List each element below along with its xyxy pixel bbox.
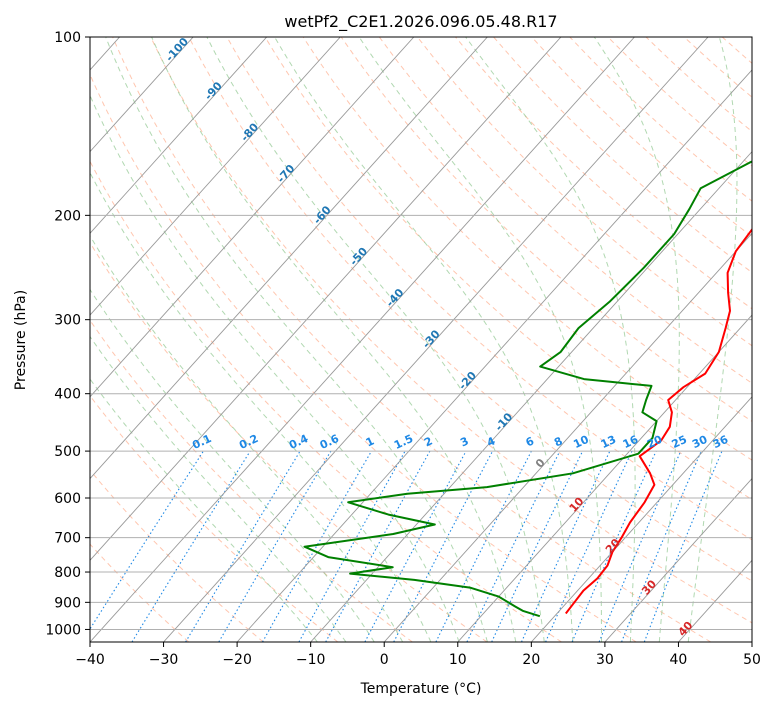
x-axis-label: Temperature (°C): [360, 681, 482, 697]
x-tick-label: −30: [149, 652, 179, 668]
isotherm-line: [530, 396, 752, 642]
dry-adiabat: [340, 37, 752, 422]
mixing-ratio-label: 36: [711, 433, 731, 451]
y-tick-label: 1000: [45, 622, 81, 638]
dry-adiabat: [226, 37, 752, 541]
isotherm-line: [163, 37, 709, 642]
x-tick-label: 0: [380, 652, 389, 668]
mixing-ratio-line: [545, 450, 633, 642]
dewpoint-profile: [303, 160, 752, 618]
x-tick-label: −20: [222, 652, 252, 668]
isotherm-line: [90, 37, 488, 480]
isotherm-line: [90, 37, 268, 235]
y-tick-label: 800: [54, 565, 81, 581]
mixing-ratio-label: 30: [690, 433, 710, 451]
y-tick-label: 200: [54, 208, 81, 224]
mixing-ratio-line: [643, 450, 723, 642]
isotherm-line: [90, 37, 635, 642]
mixing-ratio-label: 20: [645, 433, 665, 451]
mixing-ratio-line: [598, 450, 682, 642]
isotherm-line: [310, 150, 752, 642]
y-axis-ticks: 100 200 300 400 500 600 700 800 900 1000: [45, 30, 90, 638]
dry-adiabat: [90, 241, 488, 642]
moist-adiabat: [90, 288, 375, 642]
isotherm-line: [457, 314, 752, 642]
mixing-ratio-line: [90, 450, 204, 630]
x-axis-ticks: −40 −30 −20 −10 0 10 20 30 40 50: [75, 642, 761, 668]
moist-adiabat: [274, 37, 574, 642]
mixing-ratio-label: 10: [571, 433, 591, 451]
isotherm-line: [90, 37, 415, 398]
mixing-ratio-line: [571, 450, 657, 642]
y-tick-label: 700: [54, 531, 81, 547]
mixing-ratio-label: 25: [670, 433, 689, 451]
moist-adiabat: [90, 94, 460, 642]
isotherm-line: [90, 37, 341, 316]
grid-lines: [90, 37, 752, 642]
dry-adiabat: [264, 37, 752, 501]
y-tick-label: 300: [54, 313, 81, 329]
plot-frame: [89, 36, 753, 643]
y-tick-label: 400: [54, 387, 81, 403]
y-tick-label: 100: [54, 30, 81, 46]
moist-adiabat: [687, 37, 738, 642]
dry-adiabat: [112, 37, 712, 642]
dry-adiabat: [417, 37, 752, 347]
isotherm-line: [236, 69, 752, 642]
dry-adiabat: [302, 37, 752, 461]
x-tick-label: −10: [296, 652, 326, 668]
mixing-ratio-label: 13: [599, 433, 618, 451]
x-tick-label: 30: [596, 652, 614, 668]
y-tick-label: 900: [54, 595, 81, 611]
moist-adiabat: [90, 378, 318, 642]
x-tick-label: 40: [670, 652, 688, 668]
isotherm-line: [90, 37, 194, 153]
y-axis-label: Pressure (hPa): [13, 290, 29, 390]
moist-adiabat: [358, 37, 602, 642]
moist-adiabat: [90, 171, 432, 642]
x-tick-label: −40: [75, 652, 105, 668]
mixing-ratio-line: [435, 450, 532, 642]
mixing-ratio-line: [298, 450, 406, 642]
moist-adiabat: [593, 37, 680, 642]
temperature-profile: [565, 227, 752, 615]
x-tick-label: 50: [743, 652, 761, 668]
isotherm-line: [383, 232, 752, 642]
mixing-ratio-label: 16: [621, 433, 641, 451]
moist-adiabat: [105, 37, 488, 642]
dry-adiabat: [188, 37, 752, 582]
y-tick-label: 600: [54, 491, 81, 507]
dry-adiabat: [90, 160, 562, 642]
dry-adiabat: [150, 37, 752, 624]
isotherm-line: [90, 37, 562, 561]
mixing-ratio-line: [364, 450, 467, 642]
profiles: [303, 160, 752, 618]
moist-adiabat: [465, 37, 636, 642]
chart-title: wetPf2_C2E1.2026.096.05.48.R17: [284, 12, 557, 32]
x-tick-label: 20: [522, 652, 540, 668]
moist-adiabat: [90, 234, 404, 642]
x-tick-label: 10: [449, 652, 467, 668]
moist-adiabat: [206, 37, 545, 642]
isotherm-line: [604, 477, 752, 642]
mixing-ratio-line: [621, 450, 702, 642]
dry-adiabat: [90, 469, 264, 642]
y-tick-label: 500: [54, 444, 81, 460]
moist-adiabat: [151, 37, 517, 642]
